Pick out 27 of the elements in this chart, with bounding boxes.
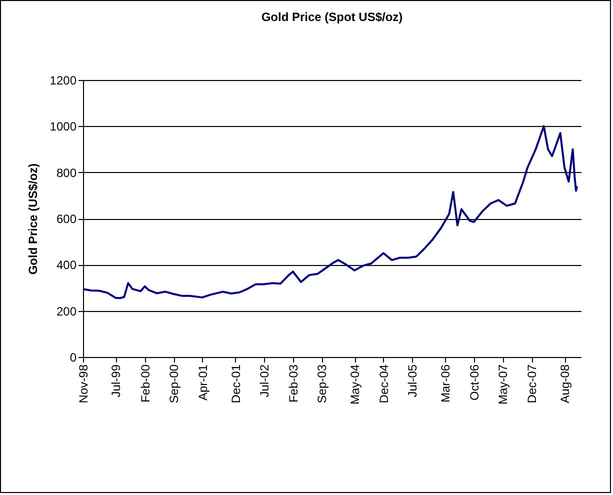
x-tick-label: Aug-08 [558,364,572,404]
y-axis-title: Gold Price (US$/oz) [26,163,40,275]
x-tick-label: Sep-03 [315,364,330,404]
x-tick-label: Feb-03 [286,364,300,403]
x-tick-label: Sep-00 [167,364,182,404]
x-tick-label: Jul-02 [257,364,272,398]
y-tick-label: 200 [56,304,77,318]
x-tick-label: May-04 [348,364,362,405]
x-tick-label: Mar-06 [438,364,452,403]
x-tick-label: May-07 [496,364,510,405]
chart-title: Gold Price (Spot US$/oz) [261,10,403,24]
x-tick-label: Nov-98 [76,364,90,404]
x-tick-label: Oct-06 [467,364,482,401]
y-tick-label: 400 [56,258,77,272]
y-tick-label: 800 [56,166,77,180]
x-tick-label: Jul-99 [109,364,124,398]
y-tick-label: 600 [56,212,77,226]
x-tick-label: Dec-04 [376,364,391,404]
x-tick-label: Apr-01 [196,364,210,401]
y-tick-label: 1000 [50,120,77,134]
x-tick-label: Dec-07 [525,364,540,404]
line-series [82,125,578,300]
y-tick-label: 0 [70,350,77,364]
x-tick-label: Jul-05 [406,364,420,398]
x-tick-label: Dec-01 [228,364,243,404]
x-tick-label: Feb-00 [138,364,152,403]
y-tick-label: 1200 [50,74,77,88]
